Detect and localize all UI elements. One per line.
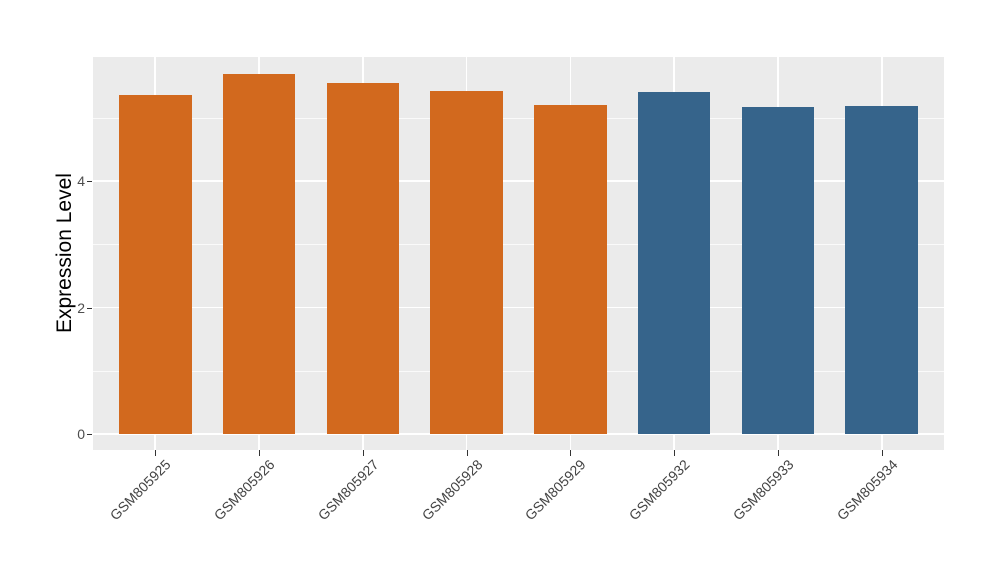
x-tick-label-GSM805934: GSM805934 (833, 456, 901, 524)
x-tick-mark (466, 450, 468, 456)
x-tick-label-GSM805933: GSM805933 (729, 456, 797, 524)
bar-GSM805933 (741, 106, 815, 434)
bar-GSM805925 (118, 95, 192, 434)
major-gridline (93, 433, 944, 435)
y-tick-label: 0 (77, 426, 85, 442)
x-tick-mark (362, 450, 364, 456)
minor-gridline (93, 244, 944, 246)
x-tick-mark (155, 450, 157, 456)
plot-panel (93, 57, 944, 450)
x-tick-label-GSM805926: GSM805926 (210, 456, 278, 524)
y-tick-mark (87, 307, 92, 309)
x-tick-label-GSM805928: GSM805928 (418, 456, 486, 524)
minor-gridline (93, 370, 944, 372)
y-axis-title: Expression Level (53, 173, 76, 334)
x-tick-label-GSM805925: GSM805925 (106, 456, 174, 524)
bar-GSM805926 (222, 74, 296, 434)
y-tick-mark (87, 434, 92, 435)
bar-GSM805928 (430, 90, 503, 434)
bar-GSM805927 (326, 83, 400, 434)
x-tick-mark (674, 450, 676, 456)
x-tick-label-GSM805929: GSM805929 (522, 456, 589, 524)
major-gridline (93, 180, 944, 182)
x-tick-mark (777, 450, 779, 456)
x-tick-label-GSM805932: GSM805932 (625, 456, 693, 524)
major-gridline (93, 306, 944, 309)
bar-GSM805932 (637, 92, 711, 434)
minor-gridline (93, 118, 944, 119)
x-tick-mark (259, 450, 261, 456)
bar-GSM805934 (845, 105, 919, 434)
x-tick-mark (881, 450, 883, 456)
x-tick-label-GSM805927: GSM805927 (314, 456, 382, 524)
y-tick-mark (87, 181, 92, 183)
bar-GSM805929 (534, 104, 607, 434)
y-tick-label: 4 (77, 173, 85, 190)
x-tick-mark (570, 450, 572, 456)
y-tick-label: 2 (77, 299, 85, 316)
